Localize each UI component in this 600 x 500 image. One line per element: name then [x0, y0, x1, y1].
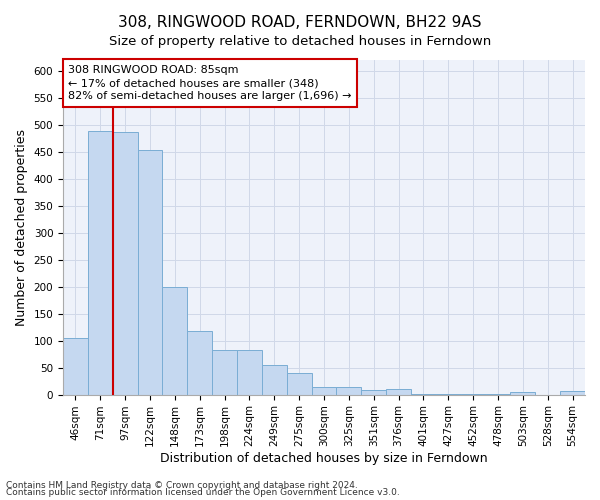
Bar [386, 389, 411, 394]
Bar [88, 131, 113, 394]
Text: Contains public sector information licensed under the Open Government Licence v3: Contains public sector information licen… [6, 488, 400, 497]
Bar [361, 390, 386, 394]
Bar [511, 392, 535, 394]
Bar [113, 132, 137, 394]
Bar [187, 331, 212, 394]
Bar [287, 373, 311, 394]
Bar [163, 286, 187, 395]
Bar [212, 350, 237, 395]
Text: Contains HM Land Registry data © Crown copyright and database right 2024.: Contains HM Land Registry data © Crown c… [6, 480, 358, 490]
Text: 308, RINGWOOD ROAD, FERNDOWN, BH22 9AS: 308, RINGWOOD ROAD, FERNDOWN, BH22 9AS [118, 15, 482, 30]
Y-axis label: Number of detached properties: Number of detached properties [15, 129, 28, 326]
X-axis label: Distribution of detached houses by size in Ferndown: Distribution of detached houses by size … [160, 452, 488, 465]
Bar [262, 365, 287, 394]
Bar [560, 392, 585, 394]
Text: Size of property relative to detached houses in Ferndown: Size of property relative to detached ho… [109, 35, 491, 48]
Bar [137, 150, 163, 394]
Bar [237, 350, 262, 395]
Text: 308 RINGWOOD ROAD: 85sqm
← 17% of detached houses are smaller (348)
82% of semi-: 308 RINGWOOD ROAD: 85sqm ← 17% of detach… [68, 65, 352, 102]
Bar [337, 387, 361, 394]
Bar [311, 387, 337, 394]
Bar [63, 338, 88, 394]
